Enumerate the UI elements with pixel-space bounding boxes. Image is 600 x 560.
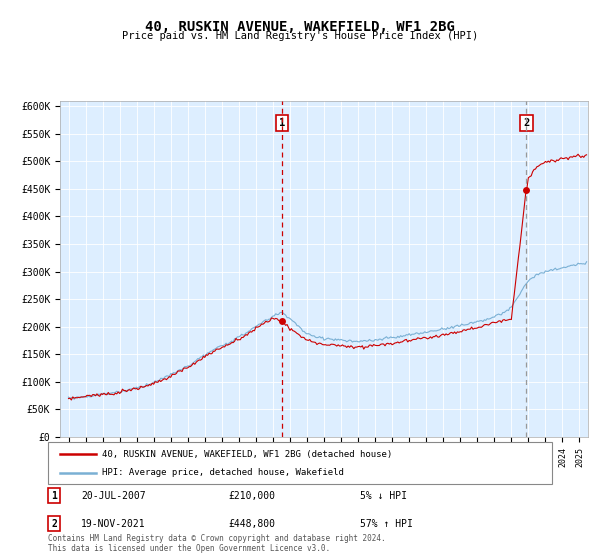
- Text: 5% ↓ HPI: 5% ↓ HPI: [360, 491, 407, 501]
- Text: 20-JUL-2007: 20-JUL-2007: [81, 491, 146, 501]
- Text: 2: 2: [523, 118, 529, 128]
- Text: 1: 1: [279, 118, 285, 128]
- Text: 57% ↑ HPI: 57% ↑ HPI: [360, 519, 413, 529]
- Text: 40, RUSKIN AVENUE, WAKEFIELD, WF1 2BG: 40, RUSKIN AVENUE, WAKEFIELD, WF1 2BG: [145, 20, 455, 34]
- Text: 40, RUSKIN AVENUE, WAKEFIELD, WF1 2BG (detached house): 40, RUSKIN AVENUE, WAKEFIELD, WF1 2BG (d…: [102, 450, 392, 459]
- Text: £448,800: £448,800: [228, 519, 275, 529]
- Text: This data is licensed under the Open Government Licence v3.0.: This data is licensed under the Open Gov…: [48, 544, 330, 553]
- Text: 2: 2: [51, 519, 57, 529]
- Text: Contains HM Land Registry data © Crown copyright and database right 2024.: Contains HM Land Registry data © Crown c…: [48, 534, 386, 543]
- Text: £210,000: £210,000: [228, 491, 275, 501]
- Text: 19-NOV-2021: 19-NOV-2021: [81, 519, 146, 529]
- Text: 1: 1: [51, 491, 57, 501]
- Text: HPI: Average price, detached house, Wakefield: HPI: Average price, detached house, Wake…: [102, 468, 344, 477]
- Text: Price paid vs. HM Land Registry's House Price Index (HPI): Price paid vs. HM Land Registry's House …: [122, 31, 478, 41]
